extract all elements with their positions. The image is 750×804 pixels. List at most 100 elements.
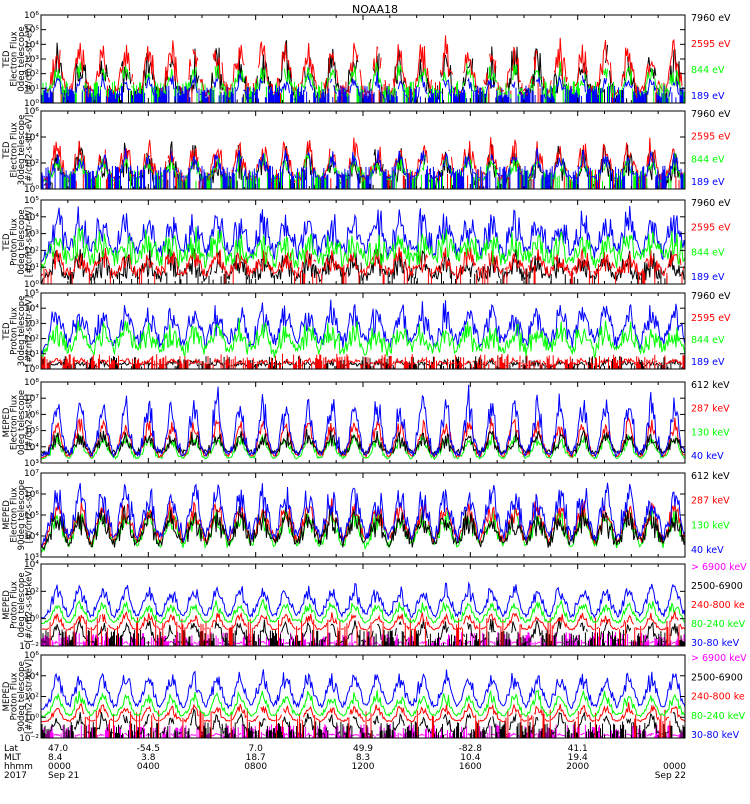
y-axis-label-line: [#/cm2-s-str-eV] (25, 207, 35, 277)
legend-entry: 2595 eV (691, 313, 731, 324)
y-tick-label: 10³ (24, 459, 39, 469)
footer-value-date: Sep 22 (655, 771, 686, 781)
footer-value-hhmm: 0000 (48, 762, 71, 772)
y-tick-label: 10⁵ (24, 196, 39, 206)
trace-0000ff (41, 72, 685, 103)
y-tick-label: 10⁶ (24, 651, 39, 661)
y-axis-label-line: [#/cm2-s-str] (25, 394, 35, 451)
legend-entry: 189 eV (691, 91, 725, 102)
y-axis-label-line: [#/cm2-s-str-keV] (25, 568, 35, 643)
y-tick-label: 10² (24, 693, 39, 703)
y-tick-label: 10⁰ (24, 365, 39, 375)
panel-traces (41, 669, 685, 738)
legend-entry: 2595 eV (691, 223, 731, 234)
trace-ff0000 (41, 247, 685, 284)
y-axis-label-line: [#/cm2-s-str] (25, 487, 35, 544)
legend-entry: 30-80 keV (691, 638, 740, 649)
legend-entry: 7960 eV (691, 198, 731, 209)
legend-entry: 844 eV (691, 335, 725, 346)
y-tick-label: 10⁴ (24, 304, 39, 314)
y-tick-label: 10² (24, 335, 39, 345)
legend-entry: 240-800 ke (691, 600, 745, 611)
chart-title: NOAA18 (352, 3, 398, 16)
legend-entry: 612 keV (691, 471, 730, 482)
footer-value-mlt: 3.8 (141, 753, 156, 763)
legend-entry: 287 keV (691, 496, 730, 507)
y-axis-label-line: 0deg telescope (17, 26, 27, 91)
y-tick-label: 10³ (24, 55, 39, 65)
y-axis-label-line: 0deg telescope (17, 209, 27, 274)
y-tick-label: 10⁶ (24, 11, 39, 21)
trace-0000ff (41, 205, 685, 263)
y-tick-label: 10⁵ (24, 511, 39, 521)
y-axis-label-line: Proton Flux (10, 307, 20, 355)
footer-value-lat: 49.9 (353, 744, 373, 754)
y-axis-label-line: [#/cm2-s-str-eV] (25, 24, 35, 94)
legend-entry: 287 keV (691, 404, 730, 415)
footer-row-label: MLT (4, 753, 22, 763)
y-axis-label-line: TED (2, 233, 12, 252)
y-tick-label: 10⁴ (24, 443, 39, 453)
legend-entry: 2500-6900 (691, 672, 743, 683)
legend-entry: 2595 eV (691, 39, 731, 50)
y-tick-label: 10² (24, 70, 39, 80)
footer-value-hhmm: 0800 (244, 762, 267, 772)
panel-traces (41, 137, 685, 189)
y-tick-label: 10¹ (24, 263, 39, 273)
y-tick-label: 10⁰ (24, 99, 39, 109)
y-tick-label: 10² (24, 159, 39, 169)
trace-00ff00 (41, 226, 685, 272)
footer-row-label: 2017 (4, 771, 27, 781)
legend-entry: 130 keV (691, 427, 730, 438)
trace-ff0000 (41, 611, 685, 646)
trace-0000ff (41, 384, 685, 459)
y-tick-label: 10⁴ (24, 133, 39, 143)
y-axis-label-line: 0deg telescope (17, 390, 27, 455)
footer-row-label: Lat (4, 744, 19, 754)
panel-traces (41, 299, 685, 369)
footer-value-lat: -54.5 (137, 744, 160, 754)
footer-row-label: hhmm (4, 762, 33, 772)
footer-value-mlt: 8.3 (356, 753, 370, 763)
panel-traces (41, 205, 685, 284)
trace-ff0000 (41, 702, 685, 738)
y-tick-label: 10⁷ (24, 394, 39, 404)
y-axis-label-line: Proton Flux (10, 581, 20, 629)
y-tick-label: 10³ (24, 553, 39, 563)
legend-entry: 2595 eV (691, 132, 731, 143)
legend-entry: 2500-6900 (691, 581, 743, 592)
legend-entry: 80-240 keV (691, 711, 746, 722)
y-axis-label-line: Electron Flux (10, 31, 20, 86)
y-tick-label: 10² (24, 246, 39, 256)
footer-value-mlt: 19.4 (568, 753, 588, 763)
y-tick-label: 10⁷ (24, 469, 39, 479)
y-tick-label: 10⁵ (24, 26, 39, 36)
panel-traces (41, 482, 685, 553)
legend-entry: 844 eV (691, 247, 725, 258)
footer-value-lat: 41.1 (568, 744, 588, 754)
footer-value-hhmm: 2000 (566, 762, 589, 772)
y-axis-label-line: MEPED (2, 500, 12, 530)
footer-value-hhmm: 1600 (459, 762, 482, 772)
y-tick-label: 10⁰ (24, 280, 39, 290)
y-tick-label: 10⁴ (24, 532, 39, 542)
y-axis-label-line: [#/cm2-s-str-keV] (25, 659, 35, 734)
legend-entry: 7960 eV (691, 13, 731, 24)
legend-entry: 40 keV (691, 451, 724, 462)
legend-entry: > 6900 keV (691, 653, 747, 664)
y-tick-label: 10¹ (24, 350, 39, 360)
legend-entry: 40 keV (691, 545, 724, 556)
y-axis-label-line: Electron Flux (10, 122, 20, 177)
trace-000000 (41, 504, 685, 551)
y-tick-label: 10⁶ (24, 410, 39, 420)
y-tick-label: 10³ (24, 319, 39, 329)
y-tick-label: 10⁴ (24, 213, 39, 223)
footer-value-hhmm: 1200 (352, 762, 375, 772)
legend-entry: 130 keV (691, 520, 730, 531)
y-axis-label-line: Proton Flux (10, 673, 20, 721)
